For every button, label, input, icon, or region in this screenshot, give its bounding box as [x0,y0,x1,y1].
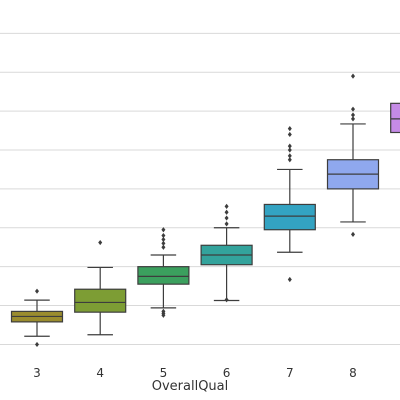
box-9 [390,102,400,134]
x-axis-label: OverallQual [152,379,229,394]
outlier-point [161,232,166,239]
x-tick-label: 4 [96,366,104,380]
outlier-point [224,215,229,221]
outlier-point [351,112,355,118]
outlier-point [287,153,292,159]
outlier-point [287,143,292,149]
outlier-point [161,227,166,233]
box-3 [10,288,64,348]
x-tick-label: 5 [160,366,168,380]
box-6 [200,203,253,303]
outlier-point [287,126,292,132]
outlier-point [351,116,355,122]
boxes [10,73,400,348]
box-4 [74,239,127,336]
outlier-point [287,131,292,138]
box-body [137,266,190,285]
x-tick-label: 8 [349,366,357,380]
box-7 [263,126,316,283]
outlier-point [161,244,166,250]
outlier-point [224,221,229,227]
outlier-point [161,240,166,246]
box-body [390,102,400,134]
outlier-point [161,236,166,243]
outlier-point [287,276,292,283]
x-tick-labels: 3456789 [33,366,357,380]
outlier-point [287,157,292,163]
gridlines [0,32,400,345]
outlier-point [224,209,229,215]
outlier-point [224,297,229,303]
outlier-point [287,147,292,153]
outlier-point [35,341,39,348]
x-tick-label: 6 [223,366,231,380]
outlier-point [35,288,39,294]
outlier-point [351,73,355,79]
box-body [263,203,316,231]
box-5 [137,227,190,318]
outlier-point [351,231,355,237]
outlier-point [98,239,103,246]
box-body [74,288,127,313]
x-tick-label: 3 [33,366,41,380]
outlier-point [224,203,229,209]
x-tick-label: 7 [286,366,294,380]
box-8 [326,73,380,237]
outlier-point [161,308,166,314]
outlier-point [351,106,355,112]
